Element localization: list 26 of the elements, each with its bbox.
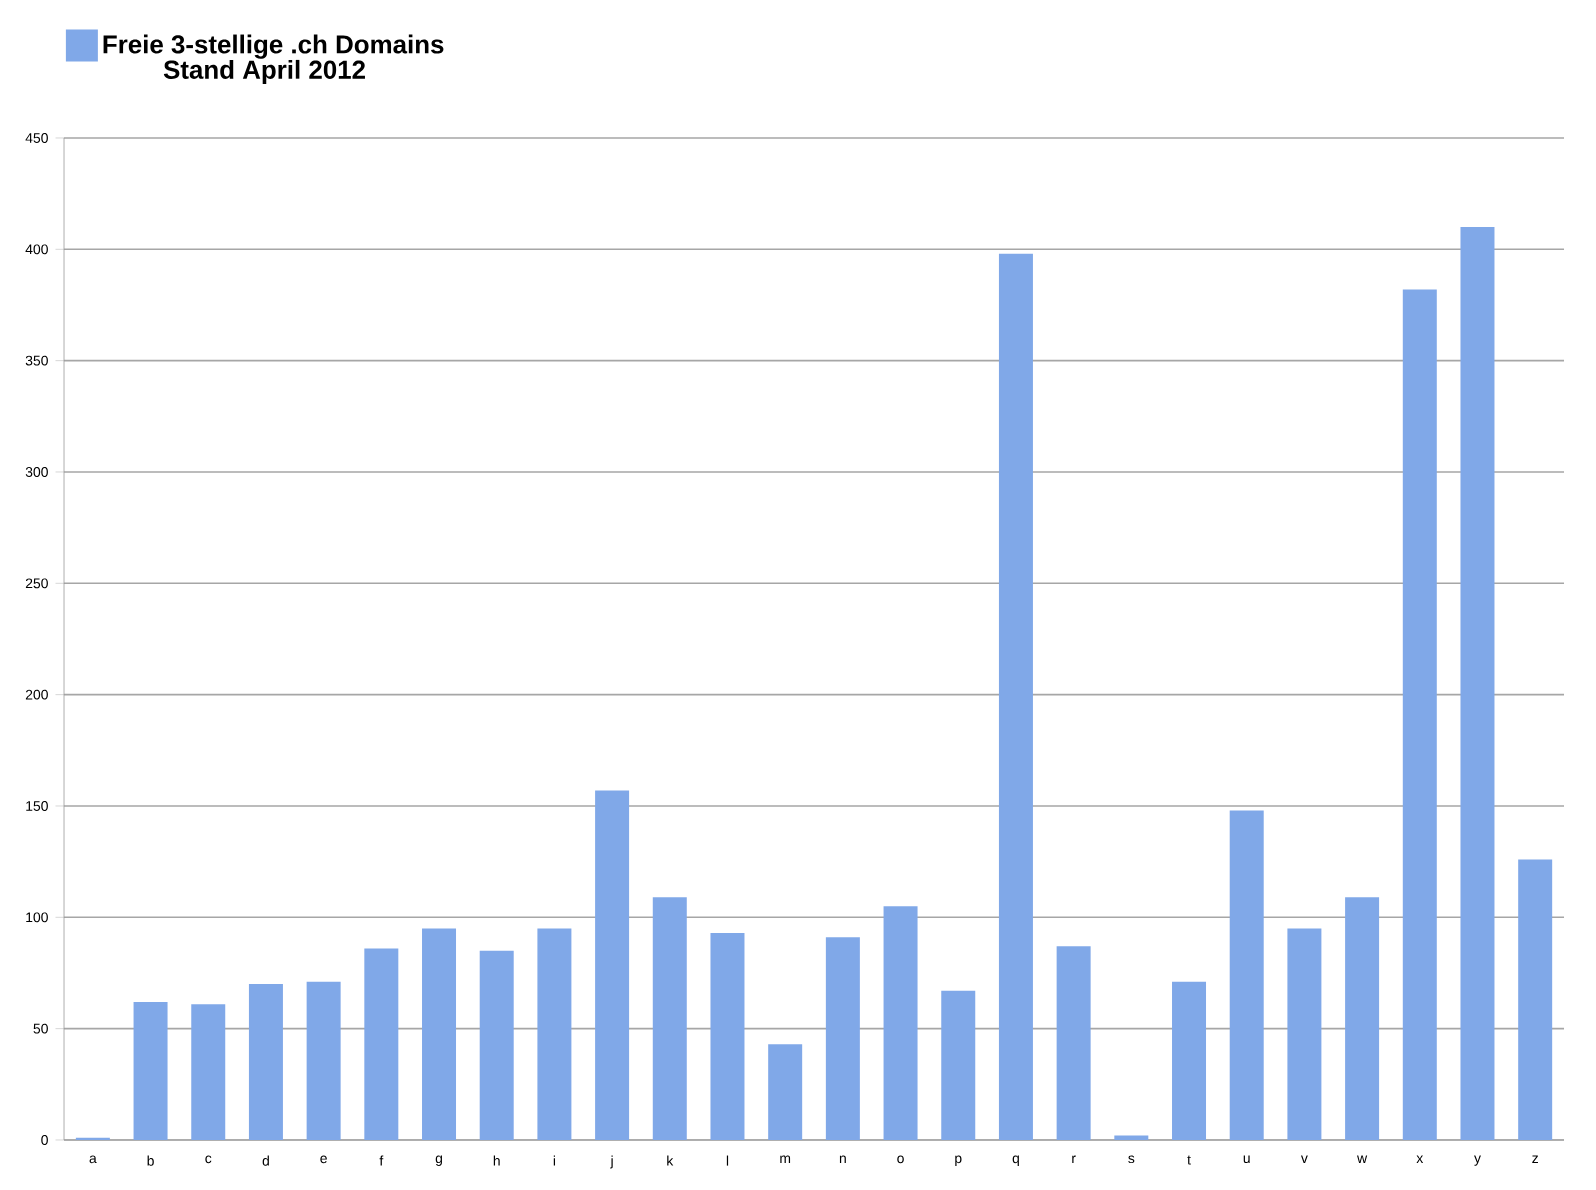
- bar: [768, 1044, 803, 1140]
- bar: [1402, 289, 1437, 1140]
- bar: [1056, 946, 1091, 1140]
- bar: [825, 937, 860, 1140]
- bar: [1229, 810, 1264, 1140]
- bar: [133, 1001, 168, 1140]
- bar: [1518, 859, 1553, 1140]
- bar: [1287, 928, 1322, 1140]
- bar: [883, 906, 918, 1140]
- bar: [710, 932, 745, 1140]
- bar: [1345, 897, 1380, 1140]
- bar: [479, 950, 514, 1140]
- bar: [306, 981, 341, 1140]
- bar: [941, 990, 976, 1140]
- bar: [364, 948, 399, 1140]
- bar: [1172, 981, 1207, 1140]
- bar: [537, 928, 572, 1140]
- bar: [652, 897, 687, 1140]
- bar: [248, 984, 283, 1140]
- bar: [1460, 227, 1495, 1140]
- legend-label: Freie 3-stellige .ch Domains: [103, 34, 444, 59]
- bar: [998, 253, 1033, 1140]
- bar: [595, 790, 630, 1140]
- chart-subtitle: Stand April 2012: [163, 59, 365, 85]
- bar: [422, 928, 457, 1140]
- bar: [191, 1004, 226, 1140]
